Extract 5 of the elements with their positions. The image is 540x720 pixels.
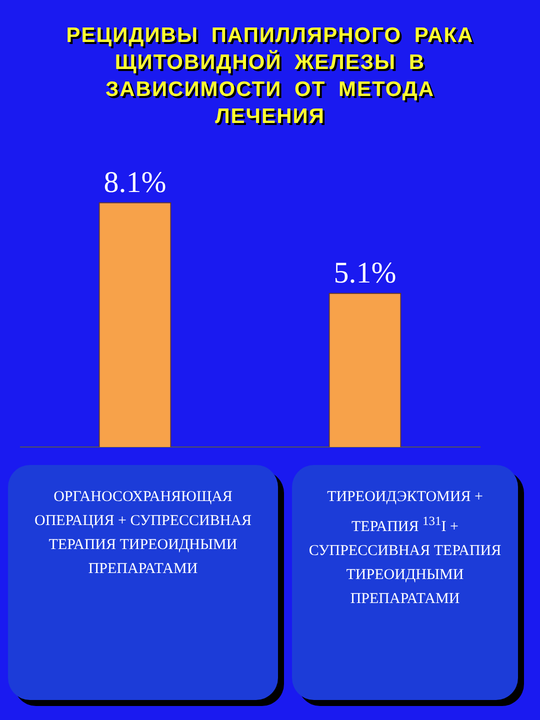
data-label: 8.1%	[104, 166, 166, 200]
x-tick-label: ТИРЕОИДЭКТОМИЯ + ТЕРАПИЯ $^{131}$I + СУПРЕССИВНАЯ ТЕРАПИЯ ТИРЕОИДНЫМИ ПРЕПАРАТАМИ	[292, 465, 518, 700]
data-label: 5.1%	[334, 256, 396, 290]
x-tick-label: ОРГАНОСОХРАНЯЮЩАЯ ОПЕРАЦИЯ + СУПРЕССИВНАЯ ТЕРАПИЯ ТИРЕОИДНЫМИ ПРЕПАРАТАМИ	[8, 465, 278, 700]
chart-title: РЕЦИДИВЫ ПАПИЛЛЯРНОГО РАКА ЩИТОВИДНОЙ ЖЕЛЕЗЫ В ЗАВИСИМОСТИ ОТ МЕТОДА ЛЕЧЕНИЯ	[65, 23, 475, 130]
